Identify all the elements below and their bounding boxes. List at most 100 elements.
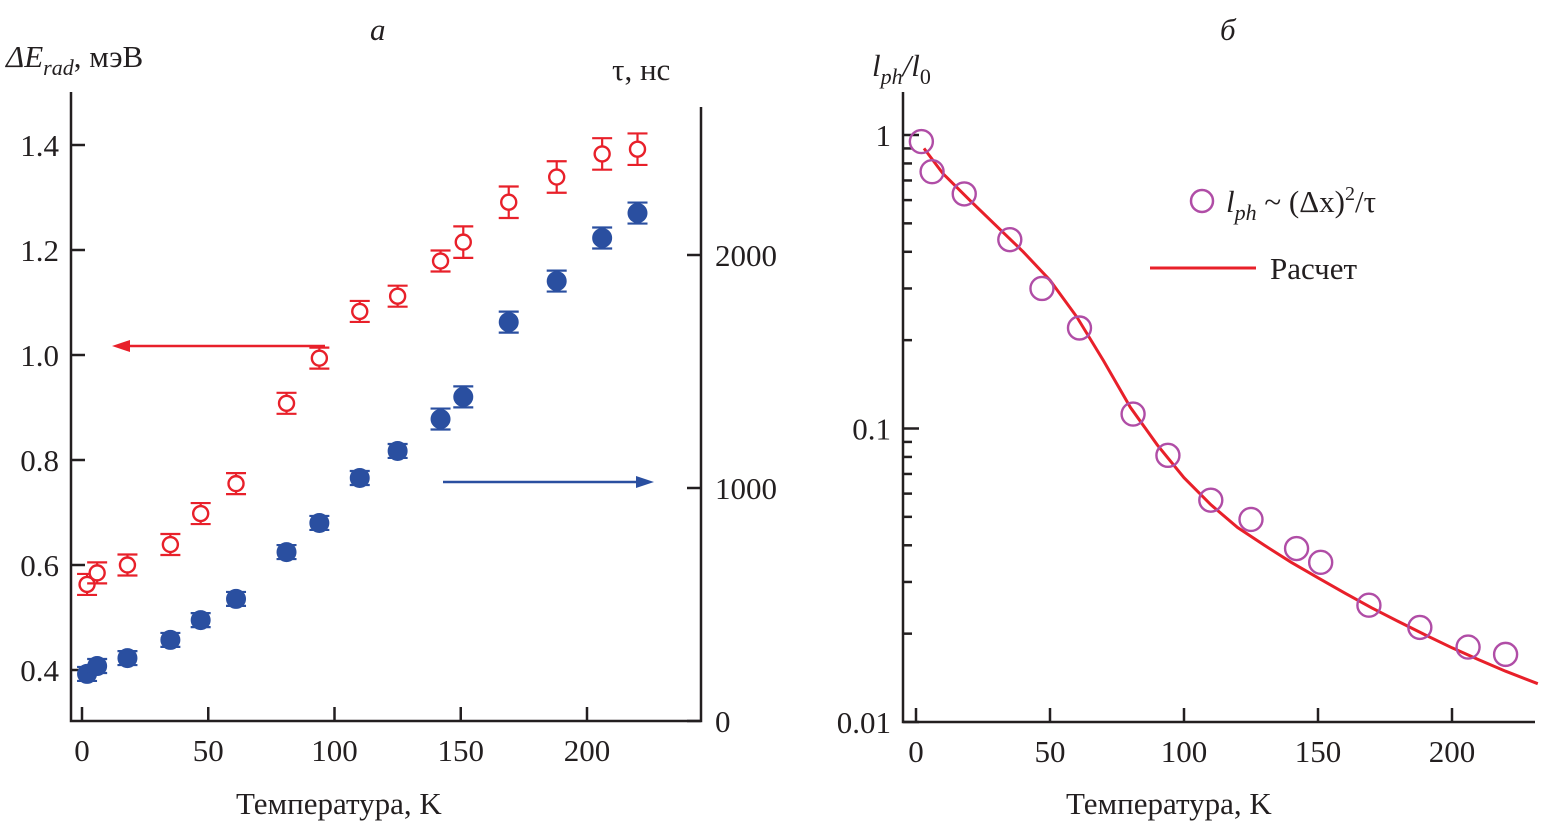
data-point-delta-e [88, 564, 106, 582]
y-left-tick-label: 0.4 [20, 653, 59, 688]
x-tick-label: 50 [1035, 734, 1066, 769]
legend-l: l [1226, 184, 1235, 219]
y-left-tick-label: 1.2 [20, 233, 59, 268]
ylabel-slash: / [901, 48, 914, 83]
data-point-delta-e [161, 535, 180, 554]
data-point-delta-e [310, 349, 329, 367]
data-point-tau [498, 312, 519, 333]
legend: lph ~ (Δx)2/τ Расчет [1150, 183, 1376, 286]
ylabel-l: l [872, 48, 881, 83]
panel-a-right-ylabel: τ, нс [612, 52, 670, 87]
panel-a-letter: а [370, 12, 386, 47]
data-point-delta-e [227, 474, 245, 493]
panel-b-marks [908, 128, 1539, 686]
data-point-tau [309, 512, 330, 533]
data-point-delta-e [454, 233, 472, 251]
data-point-lph [1066, 315, 1093, 341]
legend-sub: ph [1233, 200, 1257, 225]
data-point-tau [387, 440, 408, 461]
ylabel-sub: rad [43, 55, 75, 80]
data-point-tau [276, 542, 297, 563]
x-tick-label: 150 [438, 733, 485, 768]
panel-a-axes: 0 50 100 150 200 0.4 0.6 0.8 1.0 1.2 1.4 0 1000 2000 [20, 92, 777, 768]
x-tick-label: 50 [193, 733, 224, 768]
legend-sup: 2 [1345, 183, 1355, 205]
data-point-lph [1029, 275, 1055, 302]
data-point-delta-e [548, 168, 566, 186]
y-right-tick-label: 1000 [715, 471, 777, 506]
data-point-tau [190, 610, 211, 631]
data-point-lph [1407, 614, 1433, 641]
panel-b-axes: 0 50 100 150 200 0.01 0.1 1 [837, 92, 1535, 769]
x-tick-label: 150 [1295, 734, 1342, 769]
data-point-delta-e [388, 287, 407, 305]
y-left-tick-label: 0.6 [20, 548, 59, 583]
y-left-tick-label: 1.0 [20, 338, 59, 373]
ylabel-sub-0: 0 [920, 64, 931, 89]
data-point-lph [1120, 401, 1146, 427]
data-point-tau [546, 271, 567, 292]
panel-b-ylabel: lph/l0 [872, 48, 931, 89]
panel-a-xlabel: Температура, K [236, 786, 442, 821]
panel-a-left-ylabel: ΔErad, мэВ [4, 39, 143, 80]
data-point-lph [997, 226, 1023, 253]
data-point-delta-e [118, 556, 137, 574]
y-left-tick-label: 1.4 [20, 128, 59, 163]
y-tick-label: 0.1 [852, 412, 891, 447]
data-point-delta-e [593, 145, 611, 163]
legend-entry-calc: Расчет [1270, 251, 1357, 286]
y-right-tick-label: 2000 [715, 238, 777, 273]
data-point-delta-e [628, 140, 647, 158]
y-left-tick-label: 0.8 [20, 443, 59, 478]
data-point-tau [592, 227, 613, 248]
data-point-tau [430, 409, 451, 430]
x-tick-label: 100 [311, 733, 358, 768]
panel-a: а ΔErad, мэВ τ, нс Температура, K 0 50 100… [4, 12, 777, 821]
data-point-lph [1356, 592, 1382, 618]
data-point-delta-e [500, 193, 518, 211]
x-tick-label: 100 [1161, 734, 1208, 769]
legend-marker-circle [1189, 188, 1215, 214]
data-point-lph [1238, 506, 1264, 533]
ylabel-sub-ph: ph [879, 64, 903, 89]
legend-rest: ~ (Δx) [1257, 184, 1345, 219]
arrow-delta-e-head [112, 340, 130, 352]
data-point-lph [1307, 549, 1334, 576]
ylabel-symbol: ΔE [4, 39, 43, 74]
x-tick-label: 0 [908, 734, 924, 769]
arrow-tau-head [636, 476, 654, 488]
panel-a-marks [77, 132, 654, 684]
data-point-lph [1283, 535, 1310, 562]
x-tick-label: 200 [1429, 734, 1476, 769]
y-tick-label: 1 [876, 118, 892, 153]
data-point-lph [951, 181, 977, 207]
data-point-delta-e [351, 302, 369, 321]
ylabel-l0: l [911, 48, 920, 83]
y-tick-label: 0.01 [837, 705, 891, 740]
data-point-tau [627, 203, 648, 224]
panel-a-axis-frame [69, 92, 703, 723]
data-point-tau [226, 588, 247, 609]
data-point-lph [1155, 442, 1181, 469]
data-point-lph [1198, 487, 1224, 513]
data-point-lph [919, 158, 945, 185]
data-point-tau [453, 386, 474, 407]
data-point-tau [87, 656, 108, 677]
data-point-delta-e [431, 252, 450, 270]
y-right-tick-label: 0 [715, 704, 731, 739]
panel-b-xlabel: Температура, K [1066, 786, 1272, 821]
data-point-tau [349, 467, 370, 488]
data-point-tau [117, 648, 138, 669]
x-tick-label: 0 [74, 733, 90, 768]
data-point-lph [1455, 634, 1481, 660]
data-point-delta-e [277, 394, 296, 412]
data-point-lph [1492, 641, 1519, 668]
data-point-tau [160, 629, 181, 650]
panel-b-axis-frame [901, 92, 1535, 724]
ylabel-unit: , мэВ [74, 39, 143, 74]
legend-tail: /τ [1355, 184, 1376, 219]
panel-b: б lph/l0 Температура, K 0 50 100 150 2000.01… [837, 12, 1539, 821]
x-tick-label: 200 [564, 733, 611, 768]
legend-entry-lph: lph ~ (Δx)2/τ [1226, 183, 1376, 225]
